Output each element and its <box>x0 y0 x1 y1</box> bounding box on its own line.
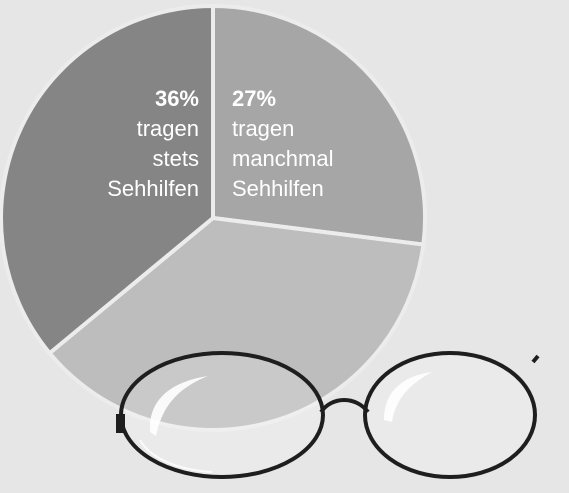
slice-2-percent-label: 36% <box>155 86 199 111</box>
slice-2-text-line: Sehhilfen <box>107 176 199 201</box>
eyeglasses-icon <box>116 351 540 479</box>
slice-0-percent-label: 27% <box>232 86 276 111</box>
pie-slice-0 <box>211 4 427 247</box>
slice-2-text-line: tragen <box>137 116 199 141</box>
slice-0-text-line: tragen <box>232 116 294 141</box>
pie-labels: 27% tragen manchmal Sehhilfen 36% tragen stets… <box>107 86 333 201</box>
pie-slice-2 <box>0 4 215 356</box>
slice-0-text-line: Sehhilfen <box>232 176 324 201</box>
slice-2-text-line: stets <box>153 146 199 171</box>
slice-0-text-line: manchmal <box>232 146 333 171</box>
